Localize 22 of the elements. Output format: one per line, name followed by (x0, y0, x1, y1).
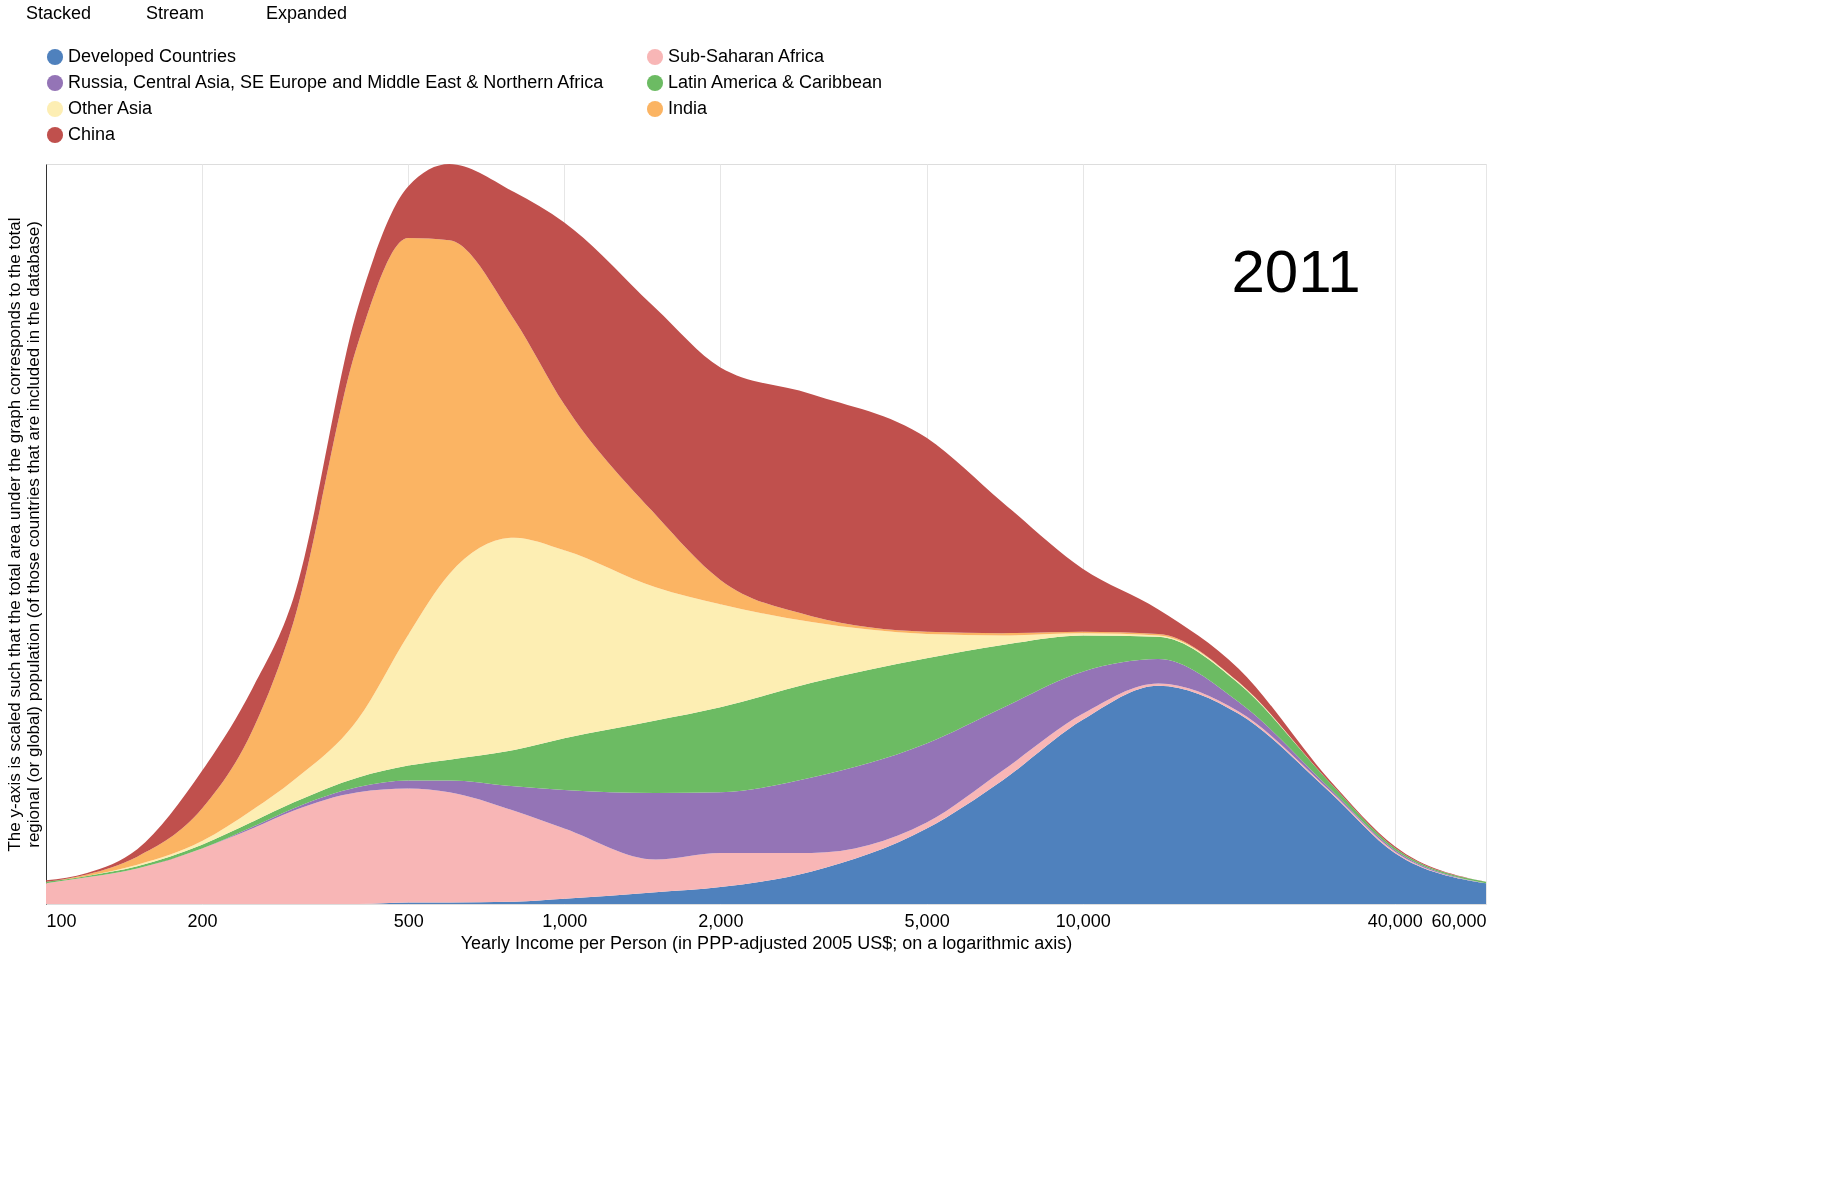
x-axis-title: Yearly Income per Person (in PPP-adjusted 2005 US$; on a logarithmic axis) (460, 932, 1073, 953)
x-tick-label: 100 (46, 910, 77, 931)
x-tick-label: 500 (393, 910, 424, 931)
x-tick-label: 60,000 (1431, 910, 1487, 931)
legend-label: Latin America & Caribbean (668, 72, 883, 92)
annotation: 2011 (1231, 238, 1361, 305)
x-tick-label: 2,000 (698, 910, 744, 931)
legend-label: Developed Countries (68, 46, 237, 66)
x-tick-label: 5,000 (904, 910, 950, 931)
x-tick-label: 10,000 (1055, 910, 1111, 931)
legend-label: Russia, Central Asia, SE Europe and Middle East & Northern Africa (68, 72, 605, 92)
text: Stream (146, 3, 205, 23)
x-tick-label: 40,000 (1367, 910, 1423, 931)
text: Stacked (26, 3, 92, 23)
y-axis-title: The y-axis is scaled such that the total area under the graph corresponds to the total regional (or global) population (of those countries that are included in the database) (4, 217, 43, 852)
legend-label: China (68, 124, 117, 144)
legend-label: India (668, 98, 709, 118)
text: Expanded (266, 3, 348, 23)
legend-label: Other Asia (68, 98, 154, 118)
x-tick-label: 1,000 (542, 910, 588, 931)
x-tick-label: 200 (187, 910, 218, 931)
legend-label: Sub-Saharan Africa (668, 46, 826, 66)
